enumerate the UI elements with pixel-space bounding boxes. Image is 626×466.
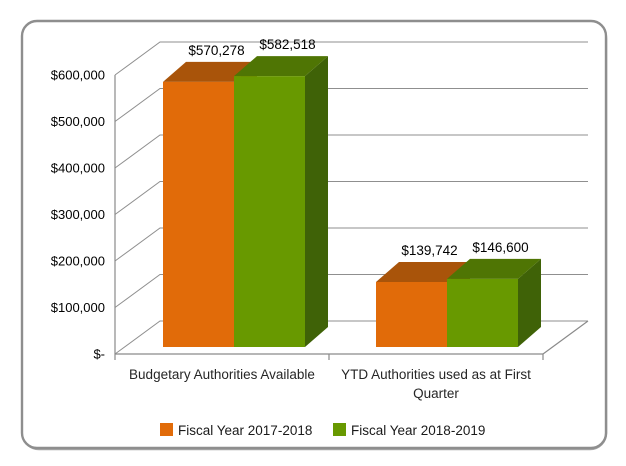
gridline xyxy=(114,227,588,262)
y-tick-label: $200,000 xyxy=(51,254,105,269)
floor-right-edge xyxy=(542,320,589,355)
category-tick-marks xyxy=(114,354,544,360)
y-tick-label: $500,000 xyxy=(51,114,105,129)
bar-side-face xyxy=(305,56,328,348)
axes xyxy=(114,75,589,360)
value-axis-labels: $600,000 $500,000 $400,000 $300,000 $200… xyxy=(51,68,105,362)
gridline xyxy=(114,181,588,215)
y-tick-label: $300,000 xyxy=(51,207,105,222)
category-axis-labels: Budgetary Authorities Available YTD Auth… xyxy=(129,367,531,401)
bar-top-face xyxy=(447,258,541,279)
legend: Fiscal Year 2017-2018 Fiscal Year 2018-2… xyxy=(160,423,485,438)
data-label: $570,278 xyxy=(188,43,244,58)
gridline xyxy=(114,41,588,76)
data-label: $139,742 xyxy=(401,243,457,258)
bar-front-face xyxy=(376,282,447,347)
bar-top-face xyxy=(163,61,257,82)
gridline xyxy=(114,88,588,122)
bar-front-face xyxy=(447,278,518,347)
y-tick-label: $600,000 xyxy=(51,68,105,83)
bar-front-face xyxy=(163,81,234,347)
frame-border xyxy=(20,19,608,450)
legend-label: Fiscal Year 2018-2019 xyxy=(351,423,485,438)
category-label: Quarter xyxy=(413,386,459,401)
data-label: $582,518 xyxy=(259,37,315,52)
y-tick-label: $- xyxy=(93,347,105,362)
bar-top-face xyxy=(234,56,328,77)
y-tick-label: $400,000 xyxy=(51,161,105,176)
y-tick-label: $100,000 xyxy=(51,300,105,315)
data-labels: $570,278 $582,518 $139,742 $146,600 xyxy=(188,37,528,258)
bar-front-face xyxy=(234,76,305,348)
legend-label: Fiscal Year 2017-2018 xyxy=(178,423,312,438)
gridline xyxy=(114,134,588,169)
bars xyxy=(163,56,541,348)
category-label: Budgetary Authorities Available xyxy=(129,367,315,382)
data-label: $146,600 xyxy=(472,240,528,255)
bar-top-face xyxy=(376,262,470,283)
bar-side-face xyxy=(518,258,541,347)
legend-swatch-fy2018-2019 xyxy=(333,423,346,436)
legend-swatch-fy2017-2018 xyxy=(160,423,173,436)
category-label: YTD Authorities used as at First xyxy=(341,367,531,382)
